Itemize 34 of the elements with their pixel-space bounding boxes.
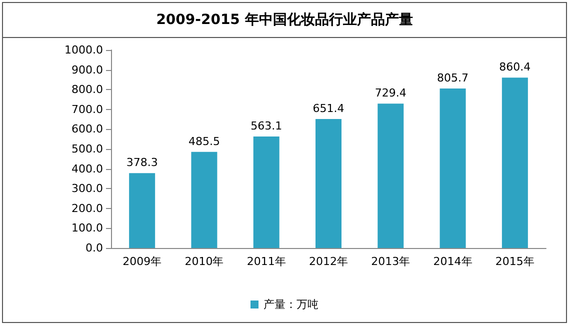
y-tick-label: 600.0	[72, 122, 103, 136]
x-tick-label: 2012年	[309, 255, 348, 268]
bar	[502, 78, 528, 248]
y-tick-label: 1000.0	[64, 44, 103, 56]
bar	[253, 136, 280, 248]
bar	[378, 104, 404, 248]
data-label: 378.3	[126, 156, 158, 170]
data-label: 729.4	[374, 86, 406, 100]
data-label: 651.4	[312, 102, 344, 116]
y-tick-label: 300.0	[72, 182, 103, 196]
x-tick-label: 2014年	[433, 255, 472, 268]
data-label: 563.1	[250, 120, 282, 133]
data-label: 485.5	[188, 134, 220, 148]
y-tick-label: 200.0	[72, 202, 103, 215]
x-tick-label: 2010年	[184, 255, 224, 268]
y-tick-label: 500.0	[72, 142, 103, 156]
x-tick-label: 2015年	[495, 255, 534, 268]
bar	[316, 119, 342, 248]
bar	[440, 88, 466, 248]
y-tick-label: 100.0	[72, 222, 103, 235]
data-label: 860.4	[499, 60, 531, 74]
y-tick-label: 800.0	[72, 83, 103, 96]
x-tick-label: 2009年	[122, 255, 162, 268]
chart-title: 2009-2015 年中国化妆品行业产品产量	[3, 3, 566, 38]
bar	[191, 152, 218, 248]
legend-label: 产量：万吨	[264, 298, 318, 311]
data-label: 805.7	[437, 71, 469, 84]
y-tick-label: 900.0	[72, 63, 103, 76]
y-tick-label: 700.0	[72, 102, 103, 116]
y-tick-label: 0.0	[86, 242, 103, 254]
x-tick-label: 2011年	[246, 255, 286, 268]
bar	[129, 173, 156, 248]
x-tick-label: 2013年	[371, 255, 410, 268]
y-tick-label: 400.0	[72, 162, 103, 176]
